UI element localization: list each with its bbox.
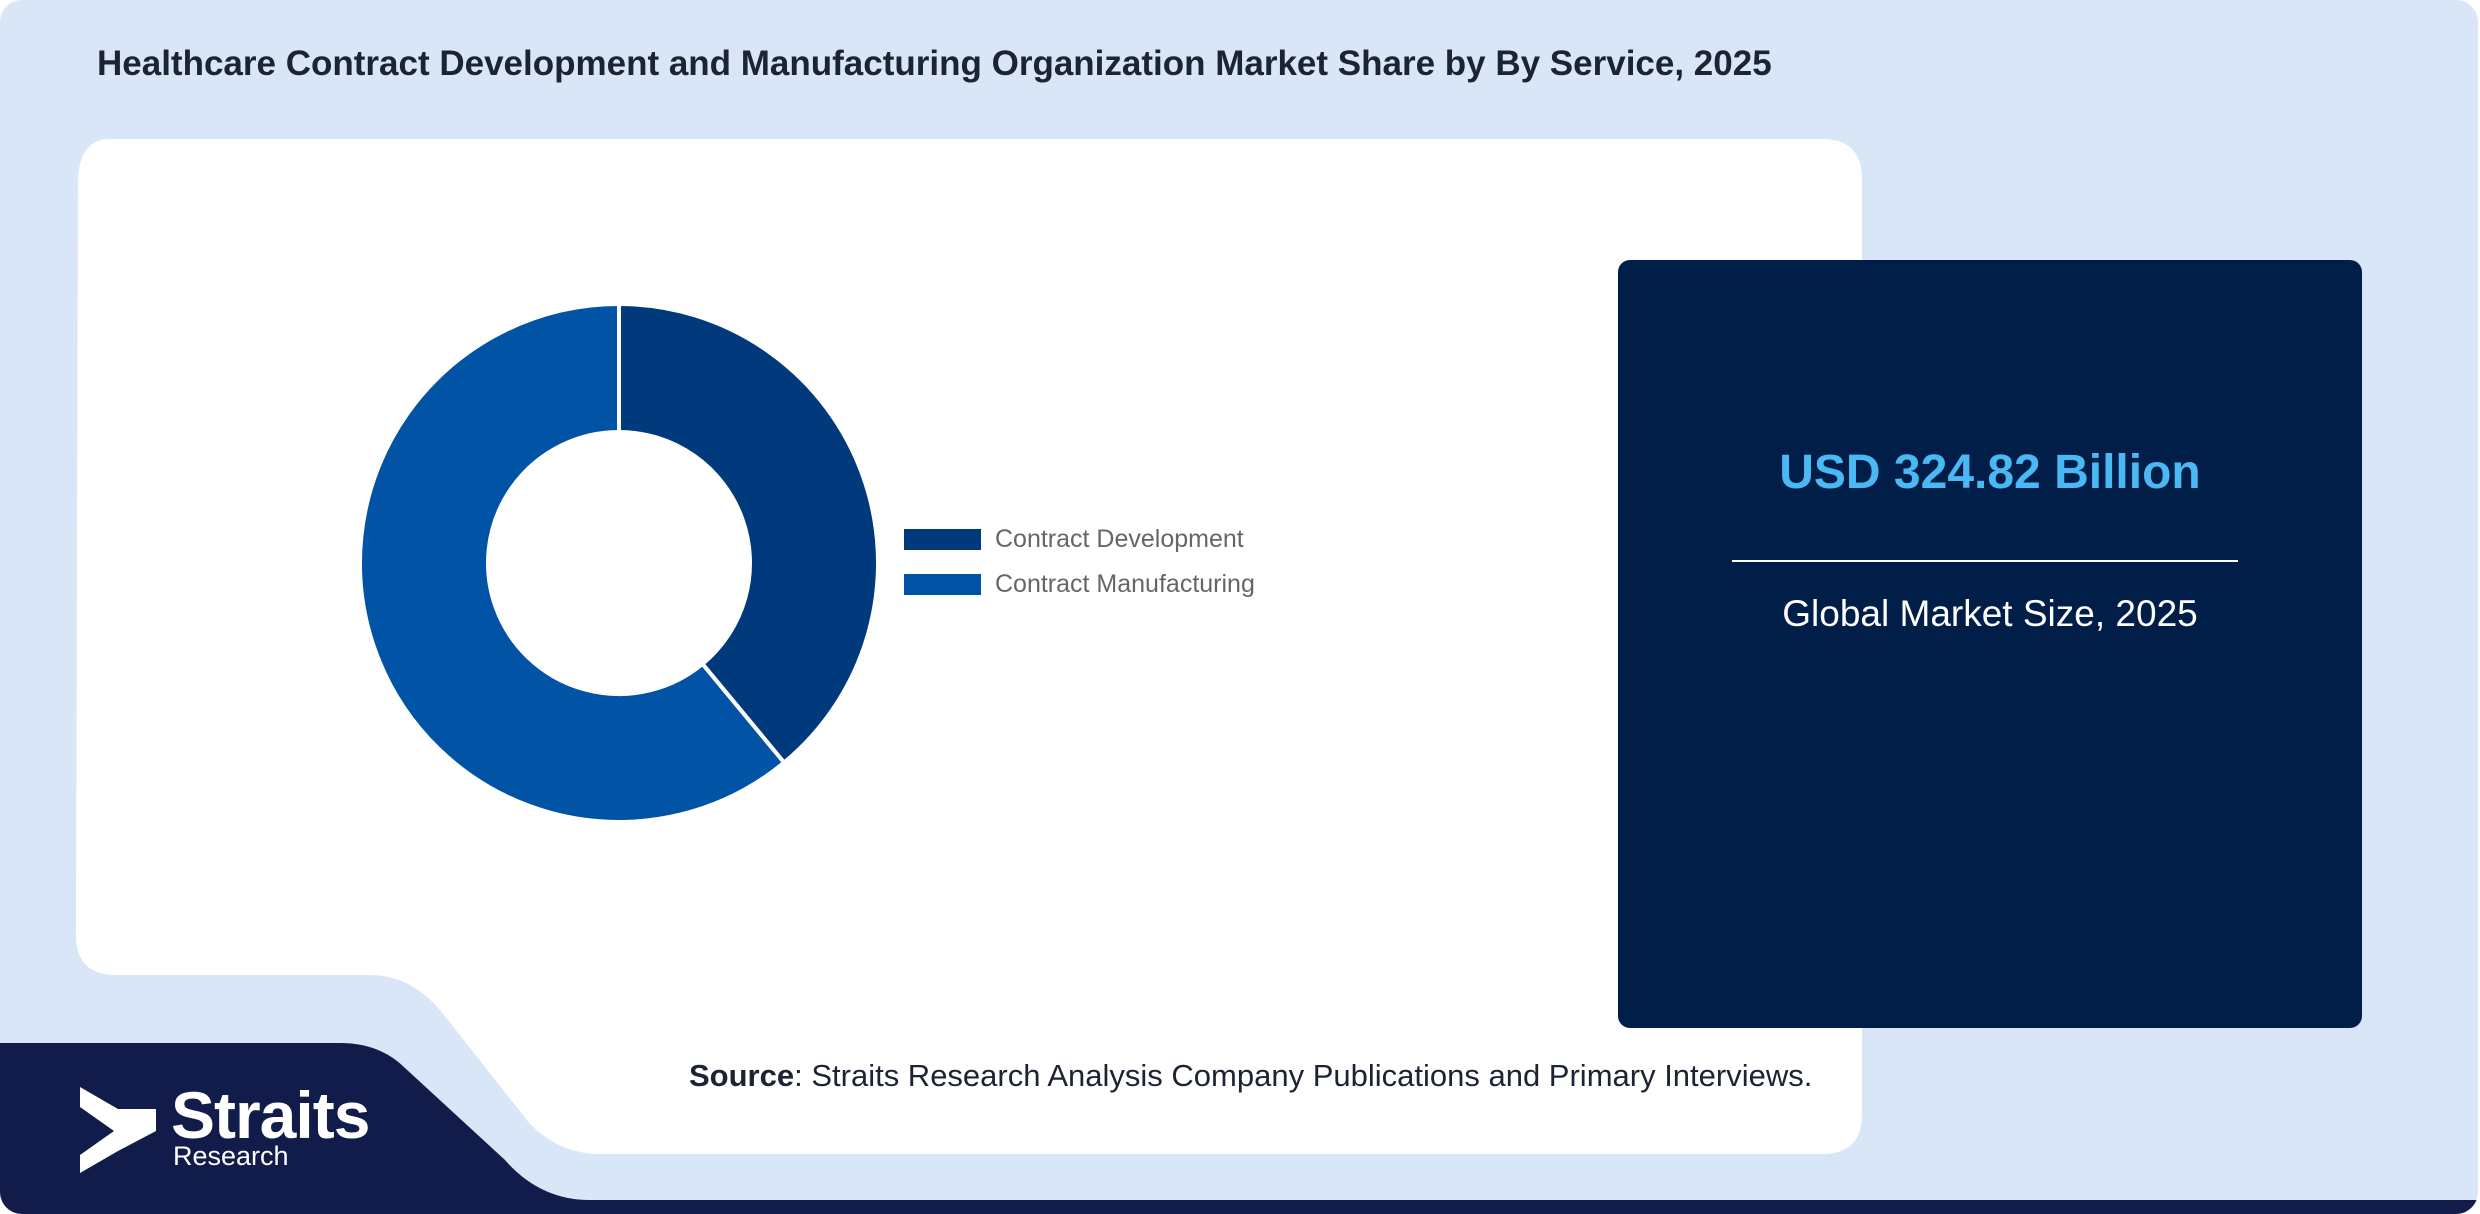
page-title: Healthcare Contract Development and Manu… <box>97 44 1772 83</box>
market-value: USD 324.82 Billion <box>1779 446 2201 499</box>
logo-name: Straits <box>171 1078 370 1152</box>
logo-subtitle: Research <box>173 1141 289 1171</box>
market-size-card: USD 324.82 Billion Global Market Size, 2… <box>1618 260 2362 1028</box>
legend-swatch-contract-manufacturing <box>904 574 981 595</box>
card-divider <box>1732 560 2238 562</box>
footer-band <box>0 1043 2478 1214</box>
source-text: : Straits Research Analysis Company Publ… <box>794 1058 1813 1093</box>
logo-arrow-icon <box>80 1087 156 1173</box>
donut-slice-contract-manufacturing <box>358 301 787 824</box>
legend-label-contract-development: Contract Development <box>995 525 1244 553</box>
source-note: Source: Straits Research Analysis Compan… <box>689 1058 1812 1094</box>
straits-logo: Straits Research <box>78 1078 408 1175</box>
source-label: Source <box>689 1058 795 1093</box>
legend-swatch-contract-development <box>904 529 981 550</box>
donut-slice-contract-development <box>617 301 880 766</box>
legend-label-contract-manufacturing: Contract Manufacturing <box>995 570 1255 598</box>
market-label: Global Market Size, 2025 <box>1782 593 2198 634</box>
